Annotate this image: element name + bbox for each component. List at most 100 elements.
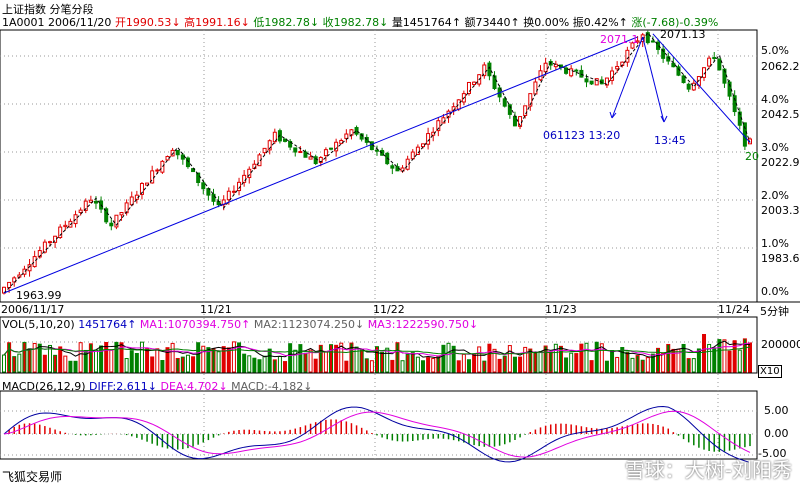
volume-bar <box>242 353 247 373</box>
volume-bar <box>594 341 599 373</box>
volume-bar <box>334 344 339 373</box>
volume-bar <box>584 342 589 373</box>
volume-bar <box>293 349 298 373</box>
price-label: 2003.3 <box>761 204 800 217</box>
vol-header: VOL(5,10,20) 1451764↑ MA1:1070394.750↑ M… <box>2 318 479 331</box>
low-mark: 1963.99 <box>16 289 62 302</box>
volume-bar <box>610 350 615 373</box>
volume-bar <box>221 346 226 373</box>
zigzag-line <box>3 32 751 294</box>
annotation-arrow <box>642 36 665 123</box>
candle-body <box>109 222 114 227</box>
candle-body <box>22 268 27 275</box>
vol-unit: X10 <box>758 365 782 378</box>
candle-body <box>293 147 298 153</box>
candle-body <box>37 250 42 258</box>
candle-body <box>691 82 696 91</box>
candle-body <box>58 226 63 239</box>
candle-body <box>589 80 594 85</box>
volume-bar <box>226 347 231 373</box>
volume-bar <box>558 345 563 373</box>
macd-panel-frame <box>0 390 758 460</box>
volume-bar <box>620 347 625 373</box>
high-mark: 2071.13 <box>660 28 706 41</box>
volume-bar <box>640 359 645 373</box>
volume-bar <box>277 355 282 373</box>
candle-body <box>160 160 165 173</box>
volume-bar <box>109 349 114 373</box>
candle-body <box>93 200 98 204</box>
turnover: 换0.00% <box>523 16 570 29</box>
volume-bar <box>58 346 63 373</box>
volume-bar <box>727 350 732 373</box>
volume-bar <box>492 348 497 373</box>
candle-body <box>635 40 640 43</box>
annotation-arrow <box>611 112 617 119</box>
candle-body <box>681 75 686 84</box>
pct-label: 4.0% <box>761 93 789 106</box>
volume-bar <box>93 349 98 373</box>
candle-body <box>201 182 206 190</box>
volume-bar <box>196 342 201 373</box>
candle-body <box>7 281 12 289</box>
volume-bar <box>339 342 344 373</box>
candle-body <box>329 147 334 150</box>
volume-bar <box>548 351 553 373</box>
candle-body <box>78 209 83 214</box>
candle-body <box>150 170 155 184</box>
volume-bar <box>329 344 334 373</box>
volume-bar <box>625 351 630 373</box>
volume-bar <box>385 347 390 373</box>
candle-body <box>354 127 359 135</box>
mark-2071: 2071.1 <box>600 33 639 46</box>
candle-body <box>2 286 6 294</box>
volume-bar <box>390 359 395 373</box>
candle-body <box>226 190 231 201</box>
candle-body <box>472 81 477 86</box>
volume-bar <box>742 338 747 373</box>
volume-bar <box>323 350 328 373</box>
volume-bar <box>73 360 78 373</box>
candle-body <box>32 256 37 268</box>
candle-body <box>129 196 134 206</box>
candle-body <box>185 157 190 168</box>
candle-body <box>533 81 538 95</box>
vol-panel-frame <box>0 316 758 374</box>
volume-bar <box>257 359 262 373</box>
volume-bar <box>696 348 701 373</box>
volume-bar <box>553 343 558 373</box>
candle-body <box>482 64 487 77</box>
volume-bar <box>523 346 528 373</box>
volume-bar <box>231 341 236 373</box>
volume-bar <box>518 356 523 373</box>
candle-body <box>420 143 425 148</box>
candle-body <box>650 40 655 43</box>
quote-bar: 1A0001 2006/11/20 开1990.53↓ 高1991.16↓ 低1… <box>2 16 719 29</box>
candle-body <box>610 70 615 81</box>
volume-bar <box>737 349 742 373</box>
trend-line <box>652 33 751 143</box>
volume-bar <box>42 354 47 373</box>
annotation-arrow <box>660 115 665 123</box>
pct-label: 0.0% <box>761 285 789 298</box>
open: 开1990.53 <box>114 16 172 29</box>
volume-bar <box>579 343 584 373</box>
volume-bar <box>533 352 538 373</box>
candle-body <box>507 104 512 115</box>
volume-bar <box>237 342 242 373</box>
candle-body <box>574 69 579 72</box>
volume-bar <box>732 340 737 373</box>
annotation-arrow <box>609 111 613 119</box>
candle-body <box>375 149 379 152</box>
volume-bar <box>313 358 318 373</box>
annotation-1345: 13:45 <box>654 134 686 147</box>
candle-body <box>410 151 415 160</box>
pct-label: 3.0% <box>761 141 789 154</box>
volume-bar <box>247 355 252 373</box>
candle-body <box>27 264 32 272</box>
candle-body <box>431 131 436 136</box>
candle-body <box>323 149 328 157</box>
code: 1A0001 <box>2 16 45 29</box>
candle-body <box>288 140 293 148</box>
candle-body <box>426 133 431 145</box>
